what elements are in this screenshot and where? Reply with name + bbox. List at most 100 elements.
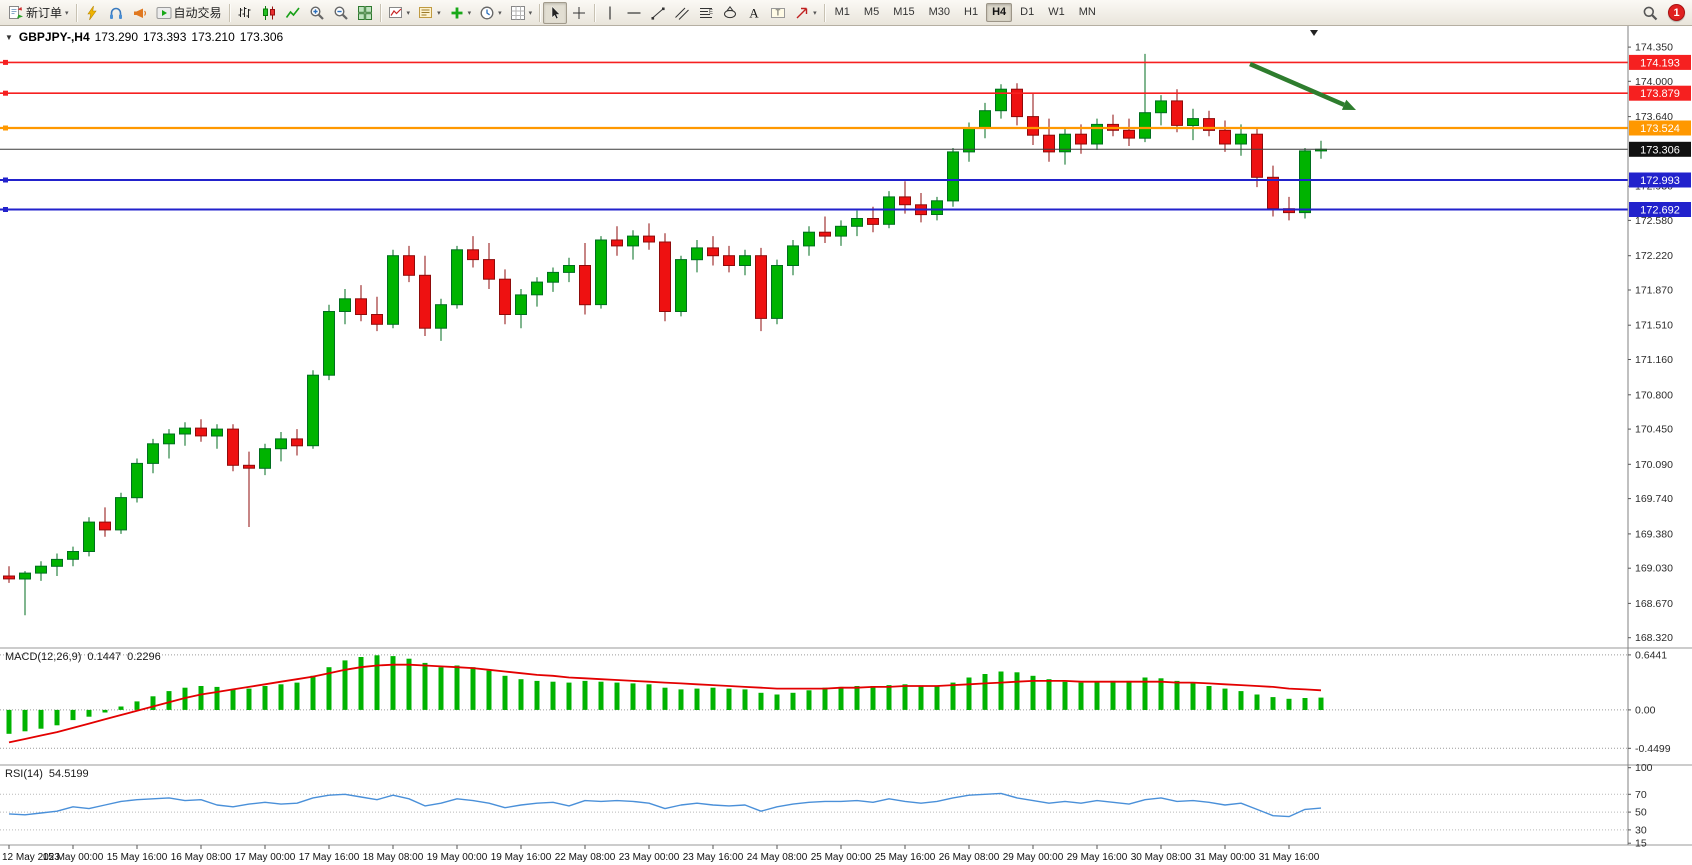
candles-chart-icon <box>261 5 277 21</box>
svg-text:26 May 08:00: 26 May 08:00 <box>939 852 1000 863</box>
dropdown-caret-icon: ▾ <box>437 9 441 17</box>
community-button[interactable] <box>104 2 128 24</box>
svg-text:16 May 08:00: 16 May 08:00 <box>171 852 232 863</box>
candlestick-mode-button[interactable] <box>257 2 281 24</box>
autotrading-icon <box>156 5 172 21</box>
rsi-panel[interactable] <box>8 792 1322 818</box>
timeframe-h1-button[interactable]: H1 <box>964 6 979 18</box>
timeframe-m30-button[interactable]: M30 <box>928 6 951 18</box>
metaeditor-button[interactable] <box>80 2 104 24</box>
rsi-name: RSI(14) <box>5 768 43 780</box>
indicators-button[interactable]: ▾ <box>445 2 476 24</box>
vertical-line-button[interactable] <box>598 2 622 24</box>
macd-name: MACD(12,26,9) <box>5 651 82 663</box>
equidistant-channel-button[interactable] <box>670 2 694 24</box>
chart-window[interactable]: 174.350174.000173.640172.930172.580172.2… <box>0 26 1692 865</box>
search-icon <box>1642 5 1658 21</box>
trend-arrow-annotation[interactable] <box>1249 61 1356 110</box>
panel-separators[interactable] <box>0 647 1692 846</box>
svg-text:22 May 08:00: 22 May 08:00 <box>555 852 616 863</box>
dropdown-caret-icon: ▾ <box>65 9 69 17</box>
svg-text:168.670: 168.670 <box>1635 598 1673 610</box>
trendline-button[interactable] <box>646 2 670 24</box>
svg-text:170.090: 170.090 <box>1635 459 1673 471</box>
ohlc-close: 173.306 <box>239 30 284 44</box>
zoom-out-button[interactable] <box>329 2 353 24</box>
cursor-button[interactable] <box>543 1 568 24</box>
macd-signal-value: 0.2296 <box>127 651 161 663</box>
vertical-line-icon <box>602 5 618 21</box>
tile-windows-button[interactable] <box>353 2 377 24</box>
chart-title: ▼ GBPJPY-,H4 173.290 173.393 173.210 173… <box>5 30 283 44</box>
rsi-value: 54.5199 <box>48 768 89 780</box>
text-label-button[interactable]: T <box>766 2 790 24</box>
timeframe-mn-button[interactable]: MN <box>1078 6 1096 18</box>
timeframe-w1-button[interactable]: W1 <box>1048 6 1065 18</box>
text-button[interactable]: A <box>742 2 766 24</box>
lightning-icon <box>84 5 100 21</box>
svg-text:172.580: 172.580 <box>1635 215 1673 227</box>
dropdown-caret-icon: ▾ <box>528 9 533 17</box>
new-chart-icon <box>388 5 404 21</box>
rsi-grid <box>0 793 1628 831</box>
zoom-in-button[interactable] <box>305 2 329 24</box>
svg-text:25 May 00:00: 25 May 00:00 <box>811 852 872 863</box>
cursor-icon <box>547 5 563 21</box>
timeframe-h4-button[interactable]: H4 <box>986 3 1013 22</box>
timeframe-m15-button[interactable]: M15 <box>893 6 915 18</box>
macd-grid <box>0 654 1628 749</box>
svg-text:17 May 00:00: 17 May 00:00 <box>235 852 296 863</box>
svg-text:15 May 16:00: 15 May 16:00 <box>107 852 168 863</box>
line-chart-icon <box>285 5 301 21</box>
svg-text:15: 15 <box>1635 838 1647 850</box>
ohlc-low: 173.210 <box>191 30 235 44</box>
horizontal-level-lines[interactable] <box>0 59 1628 212</box>
new-order-button[interactable]: 新订单 ▾ <box>4 2 73 24</box>
svg-text:E: E <box>709 9 713 15</box>
profiles-button[interactable]: ▾ <box>414 2 445 24</box>
timeframe-m1-button[interactable]: M1 <box>834 6 850 18</box>
svg-text:174.350: 174.350 <box>1635 42 1673 54</box>
autotrading-button[interactable]: 自动交易 <box>152 2 226 24</box>
svg-text:23 May 00:00: 23 May 00:00 <box>619 852 680 863</box>
svg-text:15 May 00:00: 15 May 00:00 <box>43 852 104 863</box>
toolbar-right-buttons <box>1638 2 1662 24</box>
line-chart-mode-button[interactable] <box>281 2 305 24</box>
channel-icon <box>674 5 690 21</box>
profiles-icon <box>418 5 434 21</box>
timeframe-m5-button[interactable]: M5 <box>863 6 880 18</box>
macd-panel[interactable] <box>6 655 1324 744</box>
horizontal-line-button[interactable] <box>622 2 646 24</box>
shift-marker-icon[interactable] <box>1310 30 1318 36</box>
timeframe-d1-button[interactable]: D1 <box>1020 6 1035 18</box>
fibonacci-button[interactable]: E <box>694 2 718 24</box>
templates-icon <box>510 5 526 21</box>
shapes-button[interactable] <box>718 2 742 24</box>
rsi-label: RSI(14) 54.5199 <box>5 768 89 780</box>
new-chart-button[interactable]: ▾ <box>384 2 415 24</box>
dropdown-caret-icon: ▾ <box>467 9 472 17</box>
svg-text:70: 70 <box>1635 789 1647 801</box>
one-click-trading-toggle-icon[interactable]: ▼ <box>5 32 13 42</box>
horizontal-line-icon <box>626 5 642 21</box>
svg-text:0.6441: 0.6441 <box>1635 649 1667 661</box>
toolbar-separator <box>539 3 541 22</box>
arrow-objects-button[interactable]: ▾ <box>790 2 821 24</box>
fibonacci-icon: E <box>698 5 714 21</box>
toolbar-separator <box>75 3 77 22</box>
periods-button[interactable]: ▾ <box>475 2 506 24</box>
autotrading-button-label: 自动交易 <box>173 5 222 20</box>
notification-badge[interactable]: 1 <box>1668 4 1685 21</box>
alerts-button[interactable] <box>128 2 152 24</box>
search-button[interactable] <box>1638 2 1662 24</box>
crosshair-button[interactable] <box>567 2 591 24</box>
svg-text:169.380: 169.380 <box>1635 528 1673 540</box>
bar-chart-mode-button[interactable] <box>233 2 257 24</box>
svg-text:100: 100 <box>1635 762 1653 774</box>
svg-text:169.740: 169.740 <box>1635 493 1673 505</box>
templates-button[interactable]: ▾ <box>506 2 537 24</box>
price-axis[interactable]: 174.350174.000173.640172.930172.580172.2… <box>1627 26 1691 850</box>
text-label-icon: T <box>770 5 786 21</box>
